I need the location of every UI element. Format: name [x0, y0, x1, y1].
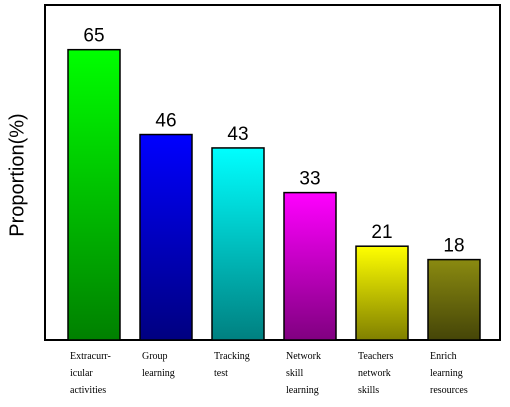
data-label: 21: [371, 222, 392, 243]
x-tick-label: Tracking test: [214, 351, 250, 379]
x-tick-label: Group learning: [142, 351, 175, 379]
x-tick-label: Enrich learning resources: [430, 351, 468, 396]
data-label: 43: [227, 124, 248, 145]
data-label: 18: [443, 236, 464, 257]
x-tick-label: Extracurr-icular activities: [70, 351, 111, 396]
bar: [211, 147, 265, 341]
x-tick-label: Teachers network skills: [358, 351, 393, 396]
y-axis-label: Proportion(%): [6, 113, 28, 236]
data-label: 46: [155, 111, 176, 132]
data-label: 33: [299, 169, 320, 190]
bar: [283, 191, 337, 341]
bar: [427, 258, 481, 341]
bar: [67, 48, 121, 341]
plot-frame: [44, 4, 501, 341]
bar: [355, 245, 409, 341]
bar: [139, 133, 193, 341]
x-tick-label: Network skill learning: [286, 351, 321, 396]
data-label: 65: [83, 26, 104, 47]
